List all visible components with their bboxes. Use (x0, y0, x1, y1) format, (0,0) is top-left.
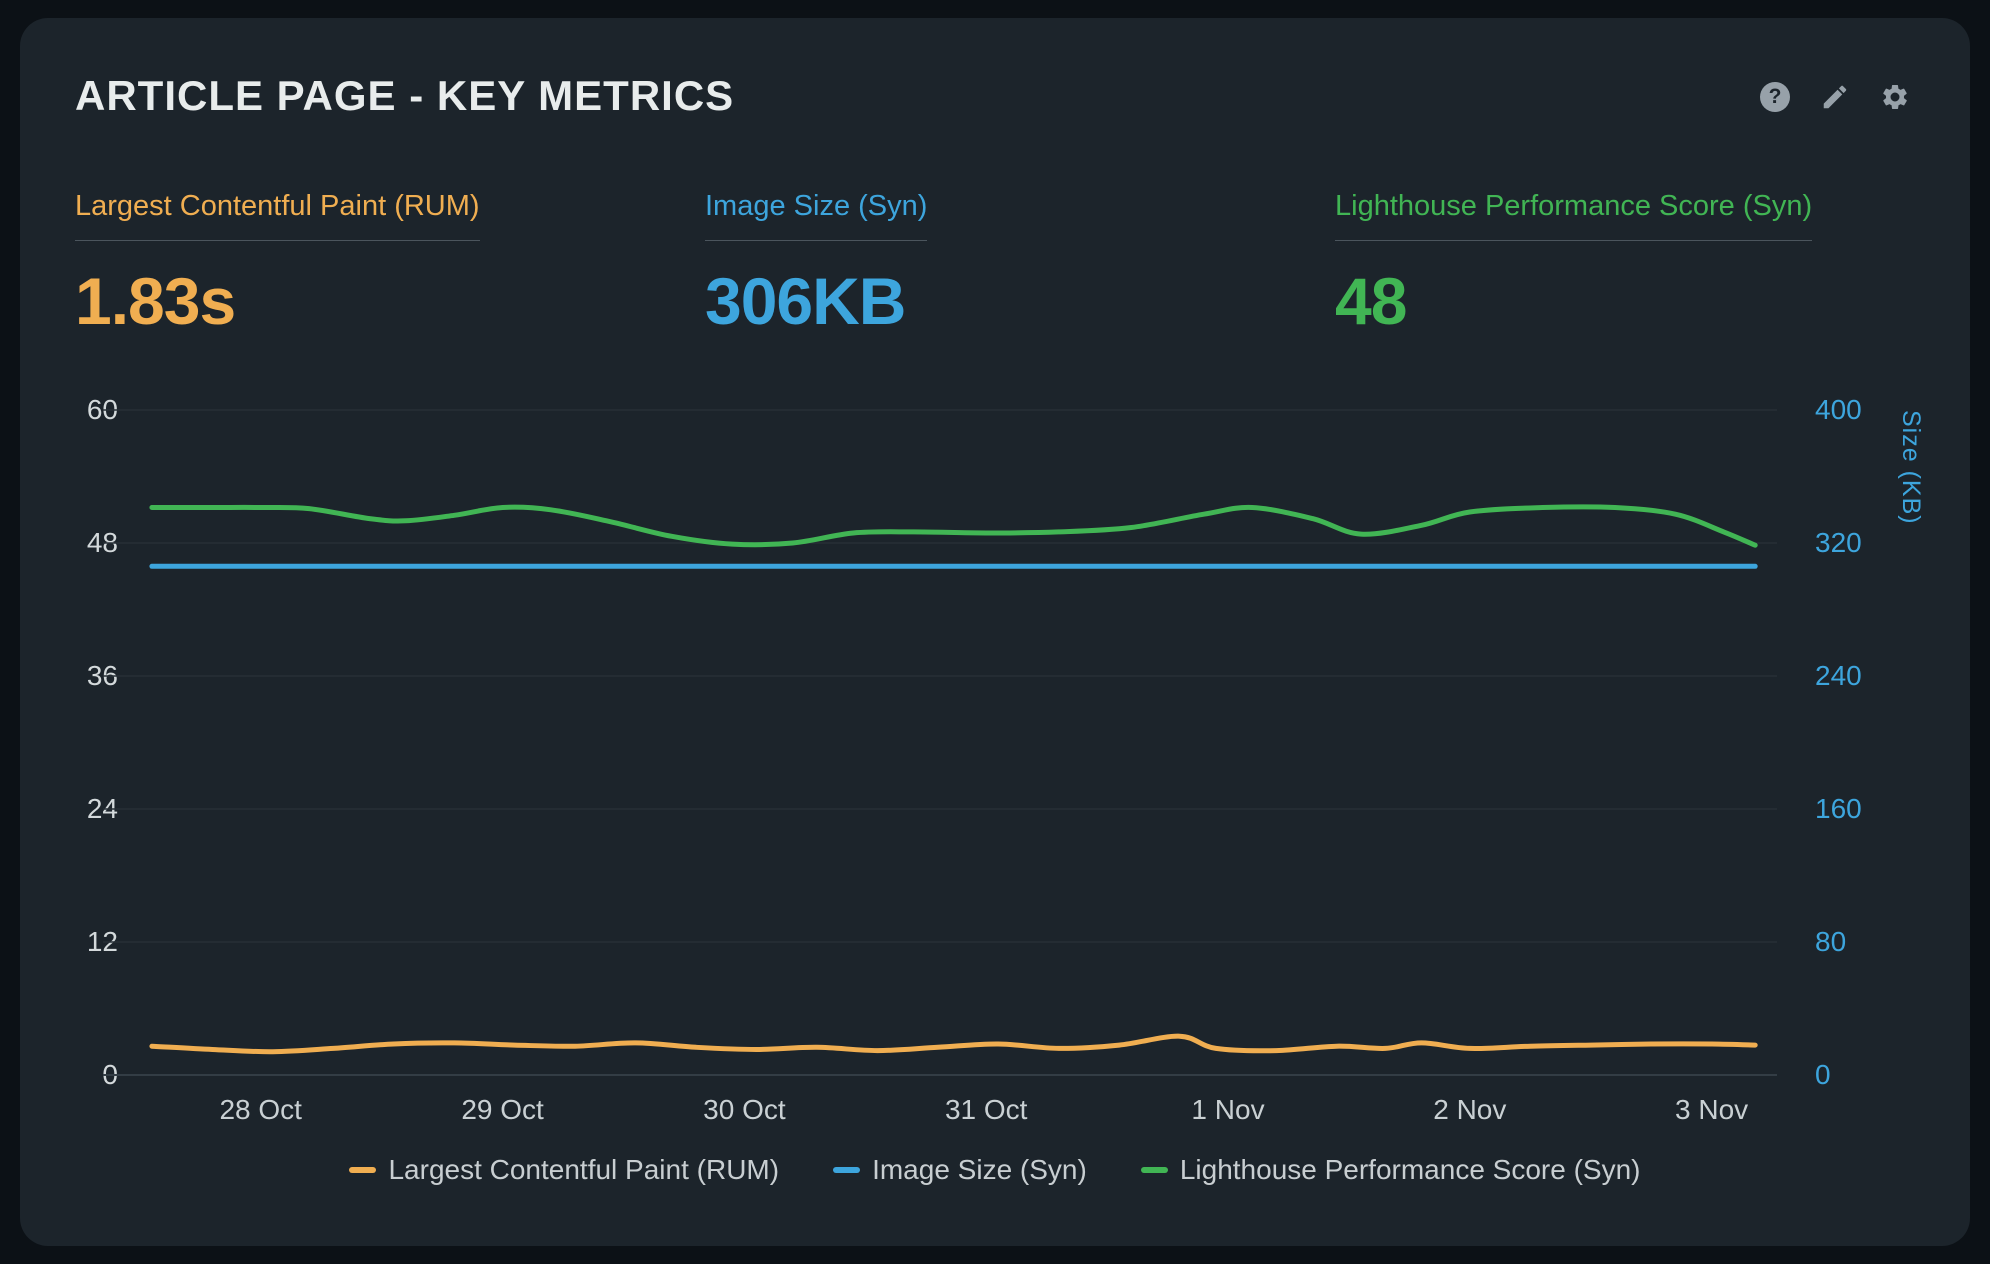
x-axis-tick: 28 Oct (219, 1094, 302, 1125)
x-axis-tick: 1 Nov (1191, 1094, 1265, 1125)
x-axis-tick: 3 Nov (1675, 1094, 1749, 1125)
legend-swatch-lcp (349, 1167, 377, 1173)
legend-swatch-lighthouse (1140, 1167, 1168, 1173)
series-line-2 (149, 504, 1758, 548)
legend-item-image-size[interactable]: Image Size (Syn) (833, 1154, 1087, 1186)
right-axis-tick: 80 (1815, 926, 1847, 957)
legend-label-lcp: Largest Contentful Paint (RUM) (388, 1154, 780, 1185)
left-y-axis: 60 48 36 24 12 0 (46, 394, 118, 1090)
x-axis-tick: 30 Oct (703, 1094, 786, 1125)
legend-item-lcp[interactable]: Largest Contentful Paint (RUM) (349, 1154, 779, 1186)
metric-lcp-value: 1.83s (75, 264, 236, 338)
right-axis-tick: 400 (1815, 394, 1862, 425)
header-actions: ? (1758, 80, 1912, 114)
edit-pencil-icon[interactable] (1818, 80, 1852, 114)
metric-image-size-label: Image Size (Syn) (705, 190, 928, 241)
metric-image-size-value: 306KB (705, 264, 906, 338)
pencil-glyph (1823, 85, 1847, 109)
metrics-panel: ARTICLE PAGE - KEY METRICS ? Largest Con… (20, 18, 1970, 1246)
page-title: ARTICLE PAGE - KEY METRICS (75, 72, 735, 119)
series-line-0 (149, 1033, 1758, 1055)
x-axis-tick: 29 Oct (461, 1094, 544, 1125)
chart-canvas (103, 409, 1777, 1076)
gear-glyph (1883, 84, 1907, 110)
x-axis: 28 Oct 29 Oct 30 Oct 31 Oct 1 Nov 2 Nov 3 Nov (135, 1094, 1760, 1130)
metric-image-size: Image Size (Syn) 306KB (705, 190, 928, 339)
metric-lighthouse: Lighthouse Performance Score (Syn) 48 (1335, 190, 1813, 339)
legend-label-lighthouse: Lighthouse Performance Score (Syn) (1179, 1154, 1641, 1185)
right-axis-tick: 320 (1815, 527, 1862, 558)
metric-lcp-label: Largest Contentful Paint (RUM) (75, 190, 480, 241)
right-axis-tick: 0 (1815, 1059, 1831, 1090)
metric-lighthouse-label: Lighthouse Performance Score (Syn) (1335, 190, 1813, 241)
metric-lighthouse-value: 48 (1335, 264, 1407, 338)
legend-swatch-image-size (833, 1167, 861, 1173)
metric-lcp: Largest Contentful Paint (RUM) 1.83s (75, 190, 480, 339)
x-axis-tick: 2 Nov (1433, 1094, 1507, 1125)
right-axis-tick: 160 (1815, 793, 1862, 824)
legend-label-image-size: Image Size (Syn) (872, 1154, 1087, 1185)
legend-item-lighthouse[interactable]: Lighthouse Performance Score (Syn) (1140, 1154, 1641, 1186)
chart-legend: Largest Contentful Paint (RUM) Image Siz… (20, 1150, 1970, 1190)
line-chart[interactable] (103, 409, 1777, 1076)
settings-gear-icon[interactable] (1878, 80, 1912, 114)
right-axis-tick: 240 (1815, 660, 1862, 691)
help-icon[interactable]: ? (1758, 80, 1792, 114)
right-y-axis: 400 320 240 160 80 0 (1815, 394, 1905, 1090)
help-glyph: ? (1760, 82, 1790, 112)
right-axis-title: Size (KB) (1897, 410, 1925, 525)
x-axis-tick: 31 Oct (944, 1094, 1028, 1125)
